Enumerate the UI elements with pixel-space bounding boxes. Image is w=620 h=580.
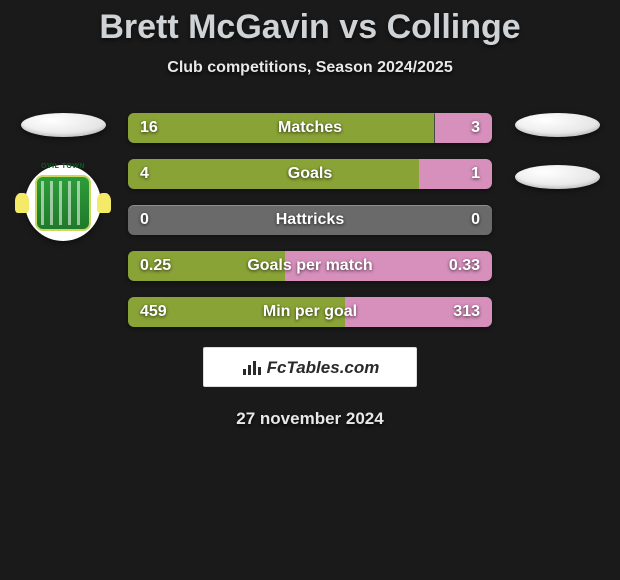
stat-label: Goals per match <box>128 257 492 275</box>
bar-chart-icon <box>241 358 263 376</box>
player1-portrait-placeholder <box>21 113 106 137</box>
stat-row: 0.25Goals per match0.33 <box>128 251 492 281</box>
stat-value-right: 0 <box>471 211 480 229</box>
page-title: Brett McGavin vs Collinge <box>0 8 620 47</box>
stat-label: Goals <box>128 165 492 183</box>
badge-text: OVIL TOWN <box>25 163 101 170</box>
badge-lion-left <box>15 193 29 213</box>
badge-shield <box>35 175 91 231</box>
player1-name: Brett McGavin <box>99 8 330 46</box>
footer: FcTables.com 27 november 2024 <box>0 347 620 429</box>
stat-row: 4Goals1 <box>128 159 492 189</box>
player2-portrait-placeholder <box>515 113 600 137</box>
stat-value-right: 0.33 <box>449 257 480 275</box>
stat-label: Matches <box>128 119 492 137</box>
stat-row: 16Matches3 <box>128 113 492 143</box>
left-column: OVIL TOWN <box>18 113 108 241</box>
stat-label: Hattricks <box>128 211 492 229</box>
comparison-card: Brett McGavin vs Collinge Club competiti… <box>0 0 620 429</box>
vs-text: vs <box>339 8 377 46</box>
right-column <box>512 113 602 189</box>
stat-row: 0Hattricks0 <box>128 205 492 235</box>
subtitle: Club competitions, Season 2024/2025 <box>0 59 620 77</box>
badge-lion-right <box>97 193 111 213</box>
brand-text: FcTables.com <box>267 358 380 377</box>
player2-club-badge-placeholder <box>515 165 600 189</box>
player2-name: Collinge <box>387 8 521 46</box>
stat-value-right: 313 <box>453 303 480 321</box>
stat-value-right: 1 <box>471 165 480 183</box>
date-text: 27 november 2024 <box>0 409 620 429</box>
stat-row: 459Min per goal313 <box>128 297 492 327</box>
main-row: OVIL TOWN 16Matches3 4Goals1 0Hattricks0 0.… <box>0 113 620 343</box>
stats-panel: 16Matches3 4Goals1 0Hattricks0 0.25Goals pe… <box>108 113 512 343</box>
player1-club-badge: OVIL TOWN <box>25 165 101 241</box>
brand-box: FcTables.com <box>203 347 417 387</box>
stat-label: Min per goal <box>128 303 492 321</box>
badge-stripes <box>41 181 85 225</box>
stat-value-right: 3 <box>471 119 480 137</box>
